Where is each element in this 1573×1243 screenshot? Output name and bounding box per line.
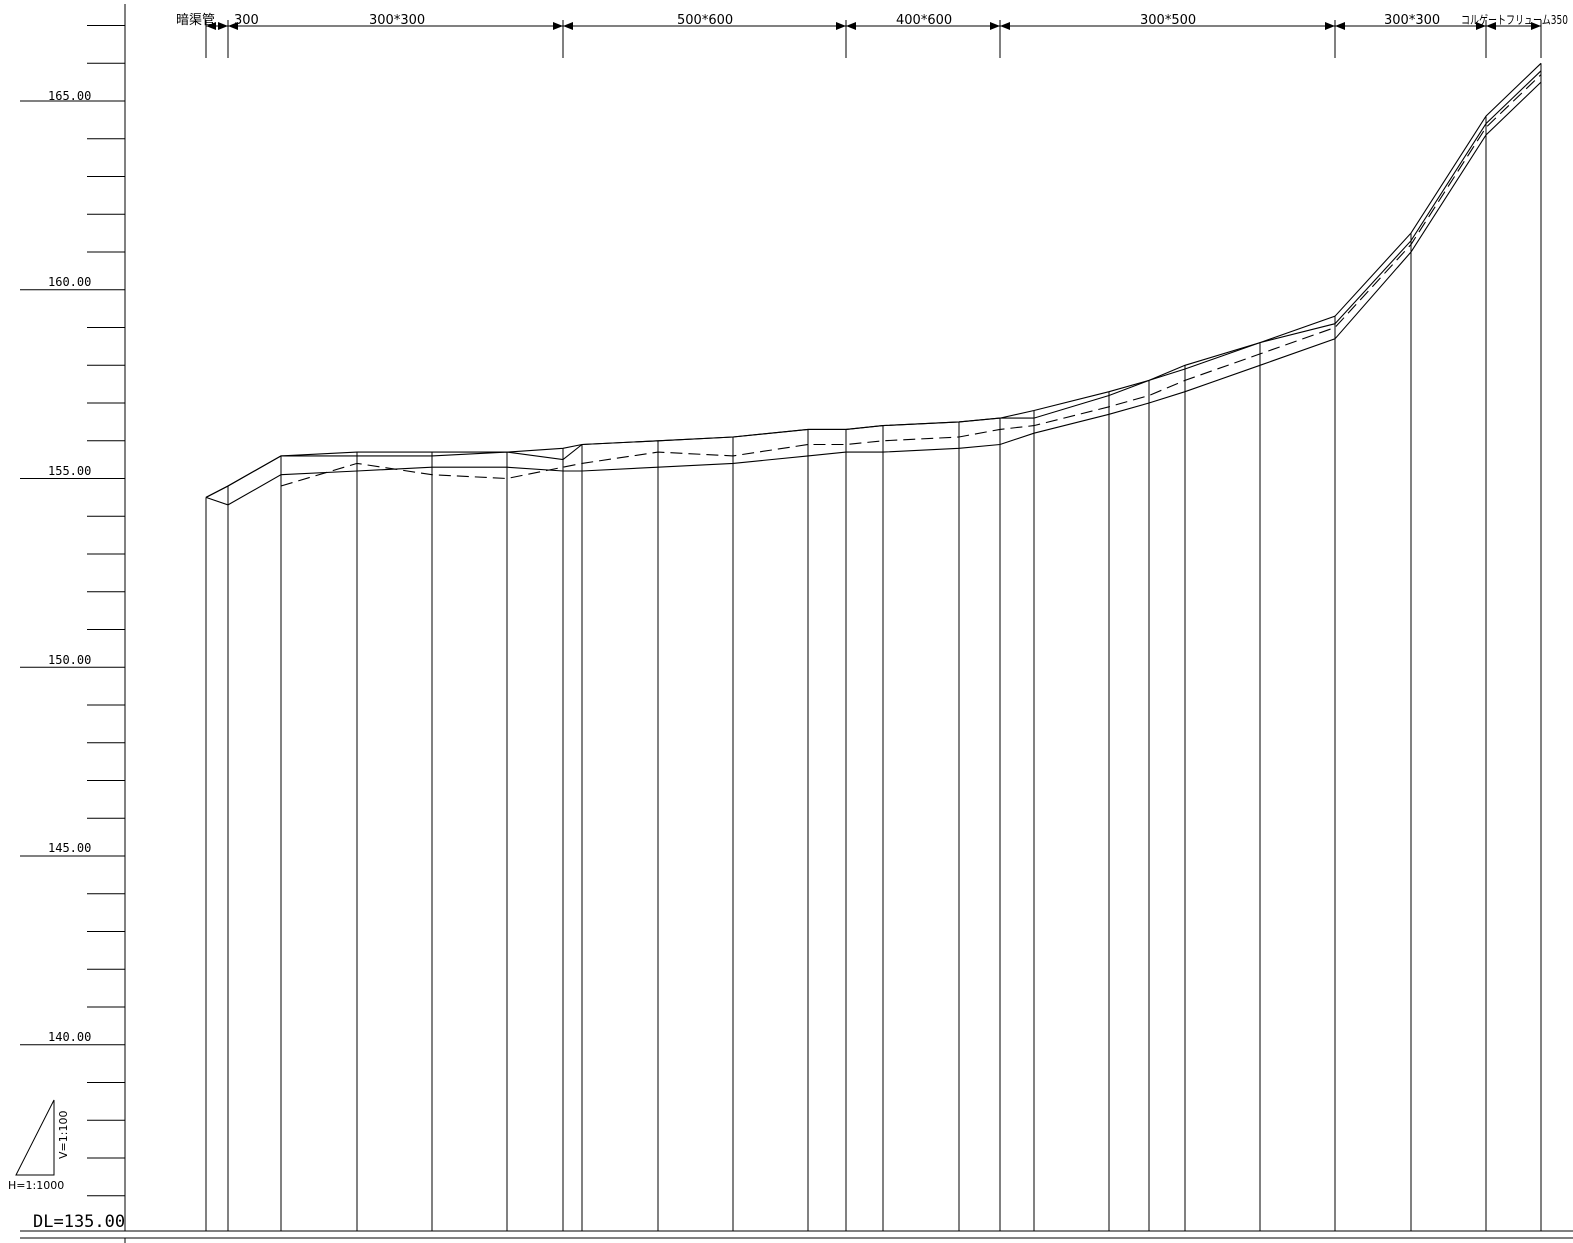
section-label-400x600: 400*600 — [896, 13, 952, 28]
dimension-arrow-icon — [990, 22, 1000, 30]
flow-line-dashed — [280, 74, 1542, 487]
profile-lines — [205, 62, 1542, 506]
scale-triangle-icon — [15, 1099, 55, 1176]
dimension-arrow-icon — [1335, 22, 1345, 30]
dimension-arrow-icon — [228, 22, 238, 30]
dimension-arrow-icon — [1486, 22, 1496, 30]
dimension-arrow-icon — [218, 22, 228, 30]
elevation-label-140: 140.00 — [48, 1030, 91, 1044]
section-label-300x300-b: 300*300 — [1384, 13, 1440, 28]
dimension-arrow-icon — [206, 22, 216, 30]
vertical-scale-label: V=1:100 — [57, 1111, 70, 1159]
channel-top-line — [205, 70, 1542, 498]
elevation-label-150: 150.00 — [48, 653, 91, 667]
channel-bottom-line — [205, 81, 1542, 506]
section-label-300: 300 — [234, 13, 259, 28]
section-dimension-line: 暗渠管 300 300*300 500*600 400*600 300*500 … — [176, 13, 1568, 58]
elevation-ticks — [20, 25, 125, 1197]
dimension-arrow-icon — [1325, 22, 1335, 30]
section-label-corrugated-flume: コルゲートフリューム350 — [1461, 13, 1568, 27]
elevation-label-160: 160.00 — [48, 275, 91, 289]
station-verticals — [205, 63, 1542, 1231]
elevation-axis — [20, 4, 1573, 1243]
dimension-arrow-icon — [1000, 22, 1010, 30]
section-label-500x600: 500*600 — [677, 13, 733, 28]
dimension-arrow-icon — [563, 22, 573, 30]
datum-label: DL=135.00 — [33, 1212, 125, 1232]
dimension-arrow-icon — [1476, 22, 1486, 30]
dimension-arrow-icon — [1531, 22, 1541, 30]
dimension-arrow-icon — [836, 22, 846, 30]
elevation-labels: 165.00 160.00 155.00 150.00 145.00 140.0… — [33, 89, 125, 1232]
section-label-300x500: 300*500 — [1140, 13, 1196, 28]
section-boundary-ticks — [205, 20, 1542, 58]
dimension-arrow-icon — [846, 22, 856, 30]
horizontal-scale-label: H=1:1000 — [8, 1179, 64, 1192]
elevation-label-145: 145.00 — [48, 841, 91, 855]
dimension-arrow-icon — [553, 22, 563, 30]
scale-indicator: H=1:1000 V=1:100 — [8, 1099, 70, 1192]
ground-surface-line — [205, 62, 1542, 498]
section-label-drain-pipe: 暗渠管 — [176, 13, 215, 28]
elevation-label-155: 155.00 — [48, 464, 91, 478]
elevation-label-165: 165.00 — [48, 89, 91, 103]
section-label-300x300-a: 300*300 — [369, 13, 425, 28]
